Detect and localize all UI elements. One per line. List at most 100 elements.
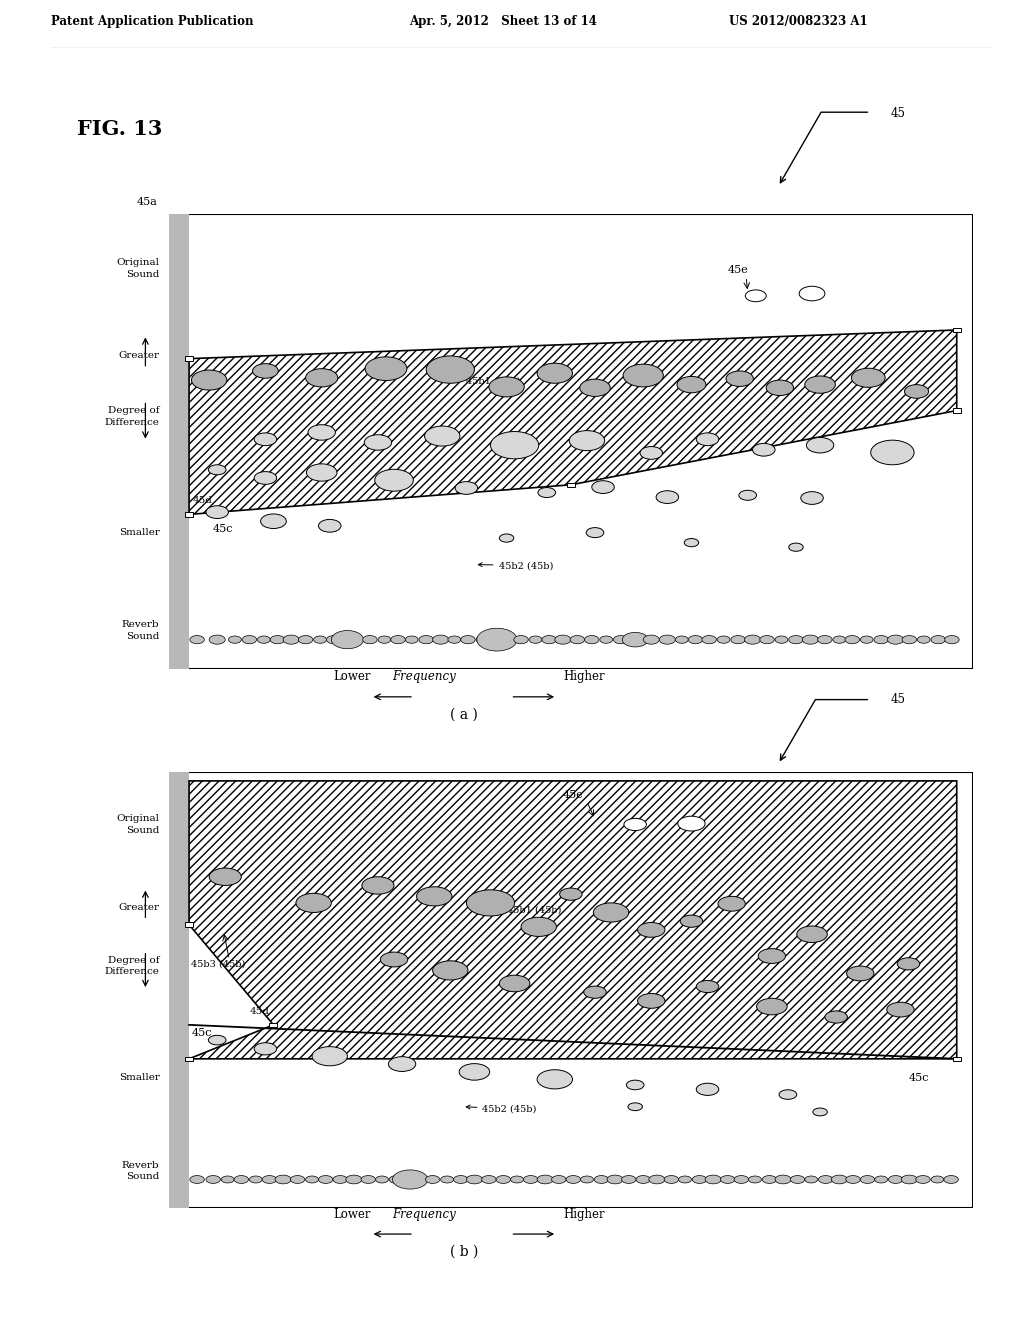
Circle shape <box>944 1176 958 1184</box>
Circle shape <box>624 364 664 387</box>
Bar <box>567 483 574 487</box>
Circle shape <box>684 539 698 546</box>
Circle shape <box>419 635 433 644</box>
Circle shape <box>391 635 406 644</box>
Circle shape <box>555 635 571 644</box>
Text: 45b2 (45b): 45b2 (45b) <box>466 1104 537 1113</box>
Circle shape <box>560 888 582 900</box>
Circle shape <box>676 636 688 643</box>
Circle shape <box>627 1080 644 1090</box>
Circle shape <box>228 636 242 643</box>
Circle shape <box>521 917 556 936</box>
Text: 45b3 (45b): 45b3 (45b) <box>191 960 246 968</box>
Circle shape <box>191 370 227 391</box>
Circle shape <box>432 961 468 979</box>
Circle shape <box>291 1176 305 1184</box>
Circle shape <box>779 1090 797 1100</box>
Circle shape <box>692 1176 707 1184</box>
Circle shape <box>580 379 610 396</box>
Circle shape <box>189 635 205 644</box>
Circle shape <box>500 535 514 543</box>
Text: Lower: Lower <box>333 1208 371 1221</box>
Text: Lower: Lower <box>333 671 371 684</box>
Bar <box>185 923 194 927</box>
Circle shape <box>361 876 394 894</box>
Circle shape <box>788 543 803 552</box>
Circle shape <box>636 1176 650 1184</box>
Circle shape <box>538 1175 553 1184</box>
Circle shape <box>677 376 706 393</box>
Circle shape <box>613 635 628 644</box>
Circle shape <box>306 463 337 482</box>
Circle shape <box>825 1011 848 1023</box>
Circle shape <box>904 384 929 399</box>
Circle shape <box>496 1176 511 1184</box>
Text: 45c: 45c <box>213 524 233 533</box>
Circle shape <box>389 1176 403 1184</box>
Circle shape <box>656 491 679 503</box>
Text: 45a: 45a <box>137 197 158 207</box>
Circle shape <box>189 1176 205 1184</box>
Circle shape <box>805 1176 817 1183</box>
Circle shape <box>931 1176 944 1183</box>
Circle shape <box>406 636 418 643</box>
Text: Higher: Higher <box>563 671 605 684</box>
Circle shape <box>873 635 889 644</box>
Text: 45b1 (45b): 45b1 (45b) <box>458 374 521 385</box>
Circle shape <box>254 1043 276 1055</box>
Circle shape <box>362 635 377 644</box>
Circle shape <box>308 425 335 440</box>
Circle shape <box>659 635 676 644</box>
Circle shape <box>586 528 604 537</box>
Bar <box>952 327 961 333</box>
Polygon shape <box>189 330 956 515</box>
Text: Original
Sound: Original Sound <box>117 259 160 279</box>
Circle shape <box>688 635 702 644</box>
Circle shape <box>538 1069 572 1089</box>
Circle shape <box>459 1064 489 1080</box>
Circle shape <box>208 1035 226 1045</box>
Text: ( a ): ( a ) <box>450 708 478 722</box>
Circle shape <box>638 923 665 937</box>
Circle shape <box>313 636 327 643</box>
Circle shape <box>718 896 745 911</box>
Text: 45d: 45d <box>250 1007 269 1016</box>
Circle shape <box>538 487 556 498</box>
Text: Degree of
Difference: Degree of Difference <box>104 407 160 426</box>
Circle shape <box>318 519 341 532</box>
Circle shape <box>753 444 775 457</box>
Circle shape <box>584 986 606 998</box>
Text: 45c: 45c <box>191 1028 212 1038</box>
Circle shape <box>593 903 629 923</box>
Circle shape <box>678 816 706 832</box>
Circle shape <box>312 1047 347 1065</box>
Circle shape <box>388 1056 416 1072</box>
Bar <box>169 214 189 669</box>
Circle shape <box>332 631 364 648</box>
Circle shape <box>734 1176 749 1184</box>
Circle shape <box>466 1175 482 1184</box>
Polygon shape <box>189 781 956 1059</box>
Circle shape <box>744 635 761 644</box>
Circle shape <box>221 1176 234 1183</box>
Text: FIG. 13: FIG. 13 <box>77 119 162 140</box>
Circle shape <box>775 636 787 643</box>
Circle shape <box>206 506 228 519</box>
Circle shape <box>757 998 787 1015</box>
Circle shape <box>455 482 477 495</box>
Circle shape <box>426 356 474 383</box>
Circle shape <box>257 636 270 643</box>
Circle shape <box>234 1176 249 1184</box>
Text: Frequency: Frequency <box>392 1208 456 1221</box>
Circle shape <box>696 981 719 993</box>
Circle shape <box>860 636 873 643</box>
Circle shape <box>915 1176 930 1184</box>
Circle shape <box>931 635 945 644</box>
Circle shape <box>918 636 930 643</box>
Circle shape <box>888 635 903 644</box>
Circle shape <box>380 952 408 968</box>
Circle shape <box>788 635 803 644</box>
Circle shape <box>731 635 745 644</box>
Text: 45: 45 <box>891 107 906 120</box>
Circle shape <box>803 635 818 644</box>
